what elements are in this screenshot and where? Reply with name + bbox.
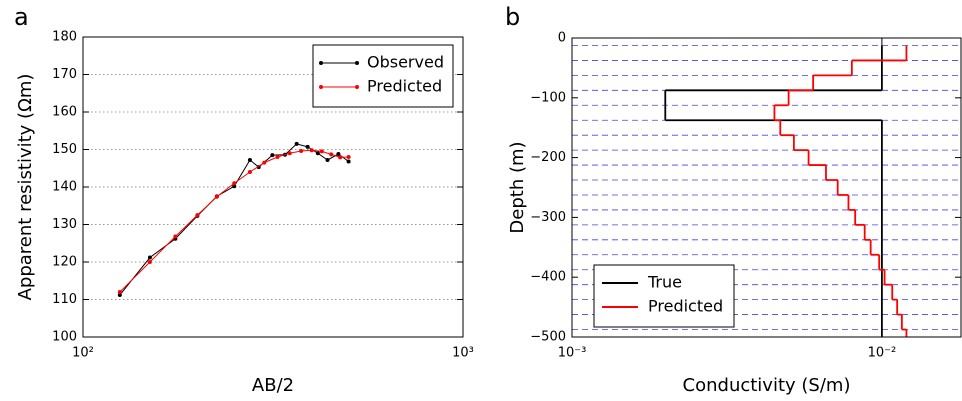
data-point [117, 290, 122, 294]
y-tick-label: 150 [52, 142, 77, 157]
y-tick-label: 160 [52, 105, 77, 120]
data-point [247, 170, 252, 174]
y-tick-label: −400 [530, 270, 566, 285]
y-tick-label: 120 [52, 255, 77, 270]
y-tick-label: 100 [52, 330, 77, 345]
data-point [147, 260, 152, 264]
y-tick-label: 110 [52, 292, 77, 307]
y-tick-label: −500 [530, 330, 566, 345]
data-point [309, 148, 314, 153]
legend-label: Predicted [648, 297, 723, 316]
panel-label: b [505, 3, 520, 31]
plot-frame [571, 37, 962, 338]
data-point [147, 255, 152, 260]
data-point [262, 160, 267, 165]
data-point [214, 194, 219, 199]
y-tick-label: −100 [530, 90, 566, 105]
y-tick-label: 0 [558, 31, 566, 46]
data-point [294, 141, 299, 146]
series-line [119, 143, 349, 296]
data-point [329, 152, 334, 157]
legend-marker [355, 85, 359, 89]
y-tick-label: 170 [52, 67, 77, 82]
legend-label: True [647, 273, 682, 292]
data-point [346, 159, 351, 164]
x-tick-label: 10³ [452, 346, 474, 361]
y-tick-label: −200 [530, 150, 566, 165]
data-point [319, 149, 324, 154]
y-tick-label: −300 [530, 210, 566, 225]
data-point [117, 293, 122, 297]
x-tick-label: 10⁻² [868, 346, 897, 361]
legend-box [312, 44, 454, 108]
y-axis-label: Depth (m) [507, 141, 528, 233]
data-point [338, 155, 343, 160]
legend-marker [319, 85, 323, 89]
y-axis-label: Apparent resistivity (Ωm) [15, 74, 36, 301]
legend-box [593, 264, 735, 328]
data-point [232, 184, 237, 189]
data-point [299, 149, 304, 153]
data-point [315, 151, 320, 156]
legend-label: Observed [367, 53, 444, 72]
data-point [275, 155, 280, 159]
y-tick-label: 140 [52, 180, 77, 195]
panel-label: a [14, 3, 29, 31]
data-point [325, 158, 330, 162]
x-tick-label: 10⁻³ [558, 346, 587, 361]
data-point [336, 152, 341, 156]
x-tick-label: 10² [72, 346, 94, 361]
data-point [346, 155, 351, 159]
plot-frame [82, 36, 464, 338]
data-point [287, 151, 292, 156]
data-point [305, 144, 310, 149]
legend-marker [355, 61, 359, 65]
x-axis-label: Conductivity (S/m) [683, 375, 851, 396]
legend-marker [319, 61, 323, 65]
data-point [195, 213, 200, 218]
y-tick-label: 130 [52, 217, 77, 232]
series-line [119, 149, 349, 293]
data-point [232, 181, 237, 186]
legend-label: Predicted [367, 77, 442, 96]
data-point [247, 158, 252, 162]
data-point [270, 153, 275, 158]
data-point [173, 234, 178, 239]
y-tick-label: 180 [52, 30, 77, 45]
x-axis-label: AB/2 [252, 375, 294, 396]
